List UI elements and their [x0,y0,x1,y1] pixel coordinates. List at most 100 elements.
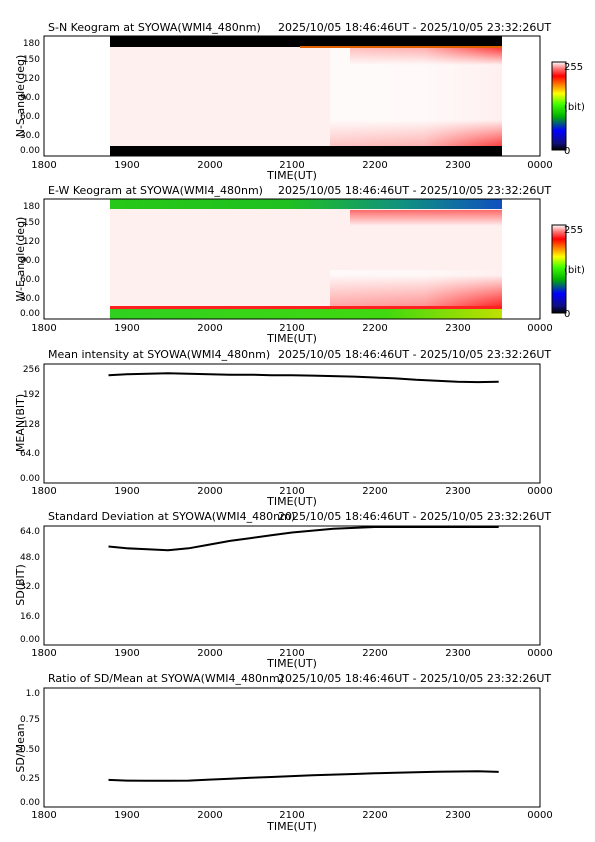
ew-bottom-band [110,309,502,319]
y-tick-label: 128 [23,420,40,430]
y-tick-label: 256 [23,365,40,375]
y-tick-label: 64.0 [20,449,40,459]
mean-x-axis-label: TIME(UT) [266,495,317,508]
sd-mean-ratio-line [108,770,499,782]
sn-time-range: 2025/10/05 18:46:46UT - 2025/10/05 23:32… [278,21,551,34]
y-tick-label: 16.0 [20,612,40,622]
ratio-time-range: 2025/10/05 18:46:46UT - 2025/10/05 23:32… [278,672,551,685]
x-tick-label: 1900 [114,648,139,659]
ew-plot-frame [43,198,541,320]
colorbar-min-label: 0 [564,309,570,320]
x-tick-label: 2000 [197,323,222,334]
mean-time-range: 2025/10/05 18:46:46UT - 2025/10/05 23:32… [278,348,551,361]
ew-y-tick-labels: 180 150 120 90.0 60.0 30.0 0.00 [20,202,40,319]
mean-title: Mean intensity at SYOWA(WMI4_480nm) [48,348,270,361]
x-tick-label: 1900 [114,810,139,821]
sd-time-range: 2025/10/05 18:46:46UT - 2025/10/05 23:32… [278,510,551,523]
x-tick-label: 1900 [114,160,139,171]
x-tick-label: 2100 [279,323,304,334]
sn-top-orange-edge [300,46,502,48]
sn-keogram-panel: S-N Keogram at SYOWA(WMI4_480nm) 2025/10… [14,21,585,182]
ew-keogram-image [110,199,502,319]
ew-y-axis-label: W-E angle(deg) [14,217,27,302]
x-tick-label: 1800 [31,810,56,821]
x-tick-label: 0000 [527,323,552,334]
y-tick-label: 192 [23,390,40,400]
ew-aurora-fade [330,270,502,306]
y-tick-label: 0.00 [20,474,40,484]
sn-top-black-band [110,36,502,47]
y-tick-label: 120 [23,237,40,247]
mean-x-tick-labels: 1800 1900 2000 2100 2200 2300 0000 [31,486,552,497]
colorbar-unit-label: (bit) [564,102,585,113]
x-tick-label: 2100 [279,810,304,821]
ratio-title: Ratio of SD/Mean at SYOWA(WMI4_480nm) [48,672,284,685]
x-tick-label: 2000 [197,810,222,821]
mean-y-tick-labels: 256 192 128 64.0 0.00 [20,365,40,484]
y-tick-label: 90.0 [20,256,40,266]
x-tick-label: 2200 [362,648,387,659]
y-tick-label: 0.25 [20,774,40,784]
y-tick-label: 0.00 [20,146,40,156]
x-tick-label: 2200 [362,810,387,821]
y-tick-label: 30.0 [20,131,40,141]
colorbar-max-label: 255 [564,62,583,73]
x-tick-label: 2100 [279,648,304,659]
y-tick-label: 90.0 [20,93,40,103]
sd-y-tick-labels: 64.0 48.0 32.0 16.0 0.00 [20,527,40,645]
y-tick-label: 60.0 [20,275,40,285]
x-tick-label: 2000 [197,160,222,171]
mean-intensity-line [108,372,499,384]
sd-mean-ratio-panel: Ratio of SD/Mean at SYOWA(WMI4_480nm) 20… [14,672,553,833]
x-tick-label: 2200 [362,160,387,171]
x-tick-label: 1800 [31,486,56,497]
colorbar-gradient [551,61,567,151]
ew-colorbar: 255 (bit) 0 [551,224,585,320]
ratio-plot-frame [43,687,541,808]
ew-keogram-title: E-W Keogram at SYOWA(WMI4_480nm) [48,184,263,197]
ratio-y-axis-label: SD/Mean [14,723,27,772]
y-tick-label: 150 [23,55,40,65]
x-tick-label: 1900 [114,323,139,334]
y-tick-label: 32.0 [20,582,40,592]
x-tick-label: 2300 [445,323,470,334]
y-tick-label: 64.0 [20,527,40,537]
sd-y-axis-label: SD(BIT) [14,564,27,606]
y-tick-label: 0.00 [20,309,40,319]
y-tick-label: 150 [23,218,40,228]
ew-top-band [110,199,502,209]
y-tick-label: 180 [23,202,40,212]
sn-colorbar: 255 (bit) 0 [551,61,585,157]
standard-deviation-panel: Standard Deviation at SYOWA(WMI4_480nm) … [14,510,553,670]
x-tick-label: 2300 [445,160,470,171]
x-tick-label: 2200 [362,323,387,334]
x-tick-label: 0000 [527,486,552,497]
x-tick-label: 1800 [31,160,56,171]
ratio-y-tick-labels: 1.0 0.75 0.50 0.25 0.00 [20,689,40,808]
y-tick-label: 180 [23,39,40,49]
mean-plot-frame [43,363,541,484]
sd-title: Standard Deviation at SYOWA(WMI4_480nm) [48,510,295,523]
colorbar-max-label: 255 [564,225,583,236]
y-tick-label: 48.0 [20,553,40,563]
sn-bottom-black-band [110,146,502,156]
sn-x-axis-label: TIME(UT) [266,169,317,182]
x-tick-label: 2200 [362,486,387,497]
sn-aurora-fade [330,44,502,148]
mean-y-axis-label: MEAN(BIT) [14,394,27,452]
x-tick-label: 2300 [445,810,470,821]
x-tick-label: 0000 [527,648,552,659]
sn-y-tick-labels: 180 150 120 90.0 60.0 30.0 0.00 [20,39,40,156]
x-tick-label: 0000 [527,160,552,171]
x-tick-label: 2300 [445,648,470,659]
x-tick-label: 2300 [445,486,470,497]
ew-time-range: 2025/10/05 18:46:46UT - 2025/10/05 23:32… [278,184,551,197]
x-tick-label: 2100 [279,160,304,171]
sn-keogram-title: S-N Keogram at SYOWA(WMI4_480nm) [48,21,261,34]
x-tick-label: 1800 [31,323,56,334]
y-tick-label: 120 [23,74,40,84]
sn-x-tick-labels: 1800 1900 2000 2100 2200 2300 0000 [31,160,552,171]
ew-x-tick-labels: 1800 1900 2000 2100 2200 2300 0000 [31,323,552,334]
y-tick-label: 1.0 [26,689,41,699]
